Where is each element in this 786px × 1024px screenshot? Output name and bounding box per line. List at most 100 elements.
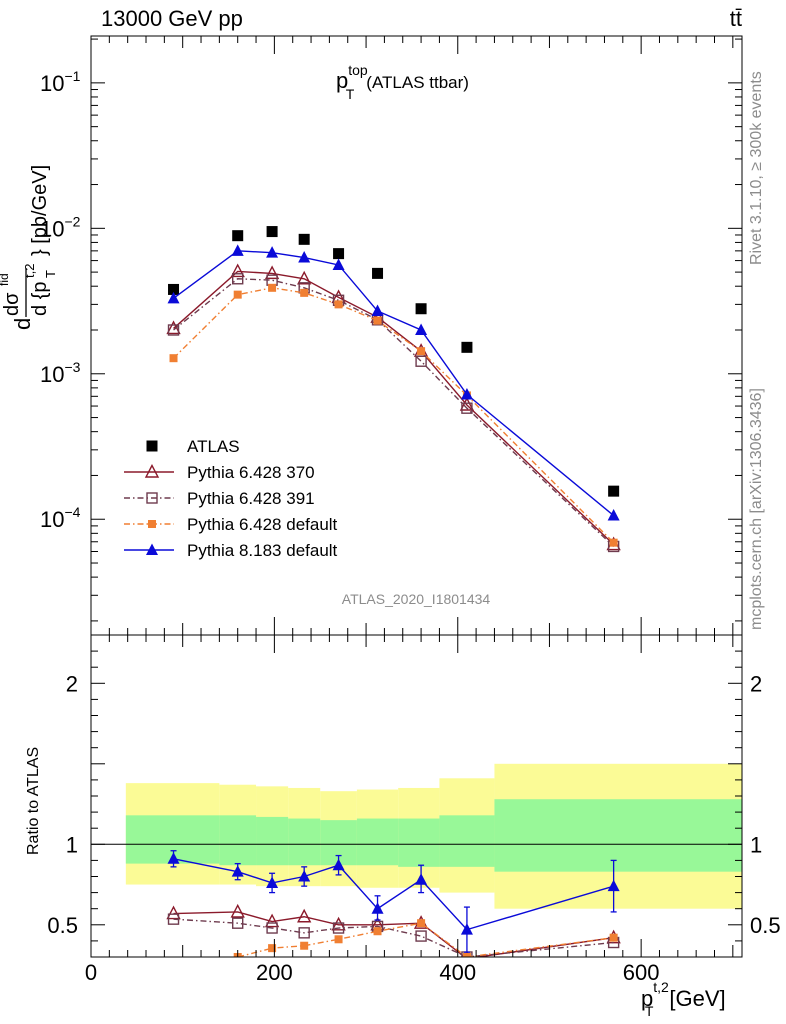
data-point (417, 347, 426, 356)
green-band (398, 818, 440, 867)
legend-label: Pythia 6.428 370 (187, 463, 315, 482)
ratio-series-3 (167, 850, 620, 953)
ratio-line (235, 922, 614, 957)
rivet-label: Rivet 3.1.10, ≥ 300k events (748, 71, 765, 265)
data-point (460, 388, 473, 400)
ratio-point (607, 879, 620, 892)
ratio-point (371, 902, 384, 914)
x-tick-label: 0 (85, 960, 97, 985)
main-ylabel: d dσ fid d {p T t,2 } [pb/GeV] (0, 165, 58, 330)
ylabel-den-sup: t,2 (22, 264, 37, 278)
ratio-point (415, 873, 428, 885)
ylabel-sigma: dσ (1, 292, 23, 316)
data-point (232, 273, 244, 285)
legend-marker (146, 543, 158, 555)
ratio-point (298, 927, 310, 939)
ratio-y-label: 2 (66, 671, 78, 696)
ratio-line (173, 918, 614, 957)
ratio-point (460, 923, 473, 935)
ratio-point (266, 922, 278, 934)
xlabel-p: p (641, 986, 653, 1011)
data-point (608, 485, 620, 497)
ratio-point (170, 972, 178, 980)
data-point (373, 316, 382, 325)
data-point (461, 402, 473, 414)
xlabel-sub: T (645, 1003, 654, 1019)
ratio-point (331, 916, 346, 931)
ratio-point (609, 933, 618, 942)
x-tick-label: 600 (623, 960, 660, 985)
legend-entry-0: ATLAS (146, 437, 240, 456)
ratio-y-label: 1 (66, 832, 78, 857)
y-tick-label: 10−4 (40, 504, 81, 532)
legend-entry-3: Pythia 6.428 default (124, 515, 338, 534)
data-point (300, 288, 309, 297)
data-point (372, 267, 384, 279)
legend-marker (148, 520, 156, 528)
series-4 (167, 244, 620, 521)
process-label: tt̄ (730, 6, 742, 31)
legend-entry-1: Pythia 6.428 370 (124, 463, 315, 482)
data-point (231, 244, 244, 256)
ratio-point (334, 935, 343, 944)
legend: ATLAS Pythia 6.428 370 Pythia 6.428 391 Pyt… (124, 437, 338, 560)
data-point (264, 265, 280, 280)
ratio-point (332, 922, 345, 934)
legend-label: Pythia 8.183 default (187, 541, 338, 560)
data-point (609, 538, 618, 547)
data-point (298, 233, 310, 245)
ratio-point (297, 908, 312, 923)
x-tick-label: 400 (439, 960, 476, 985)
data-point (297, 270, 312, 285)
title-sub: T (346, 86, 355, 102)
y-tick-label: 10−2 (40, 213, 81, 241)
ratio-point (231, 865, 244, 877)
green-band (219, 815, 257, 866)
data-point (232, 230, 244, 242)
data-point (415, 355, 427, 367)
ratio-y-label-right: 0.5 (750, 913, 781, 938)
ratio-point (230, 903, 245, 918)
data-point (459, 396, 475, 411)
data-point (233, 290, 242, 299)
series-2 (167, 273, 620, 553)
y-tick-label: 10−1 (40, 68, 81, 96)
legend-marker (146, 492, 158, 504)
ratio-y-label: 0.5 (47, 913, 78, 938)
legend-label: Pythia 6.428 391 (187, 489, 315, 508)
data-point (168, 283, 180, 295)
data-point (333, 248, 345, 260)
ratio-point (332, 858, 345, 871)
main-panel: 10−1 10−2 10−3 10−4 (40, 35, 743, 636)
green-band (288, 818, 321, 866)
legend-entry-2: Pythia 6.428 391 (124, 489, 315, 508)
data-point (334, 300, 343, 309)
main-series (166, 226, 621, 553)
xlabel-sup: t,2 (653, 979, 669, 995)
green-band (356, 818, 399, 866)
data-point (371, 304, 384, 317)
data-point (266, 246, 279, 258)
ratio-line (173, 911, 614, 957)
legend-marker (146, 440, 158, 452)
data-point (167, 291, 180, 304)
ratio-point (268, 944, 277, 953)
main-title: ptop T (ATLAS ttbar) (336, 62, 469, 102)
green-band (494, 799, 742, 872)
ratio-point (266, 876, 279, 888)
xlabel-unit: [GeV] (669, 986, 725, 1011)
ratio-ylabel: Ratio to ATLAS (25, 747, 42, 855)
xlabel: pt,2 T [GeV] (641, 979, 726, 1019)
series-line (173, 278, 615, 547)
green-band (439, 815, 495, 867)
legend-label: ATLAS (187, 437, 240, 456)
title-p: p (336, 68, 348, 93)
ratio-point (232, 917, 244, 929)
ratio-point (167, 913, 180, 925)
ratio-y-label-right: 2 (750, 671, 762, 696)
data-point (266, 226, 278, 238)
ylabel-close: } [pb/GeV] (29, 165, 51, 256)
data-point (332, 258, 345, 270)
ratio-point (417, 919, 426, 928)
